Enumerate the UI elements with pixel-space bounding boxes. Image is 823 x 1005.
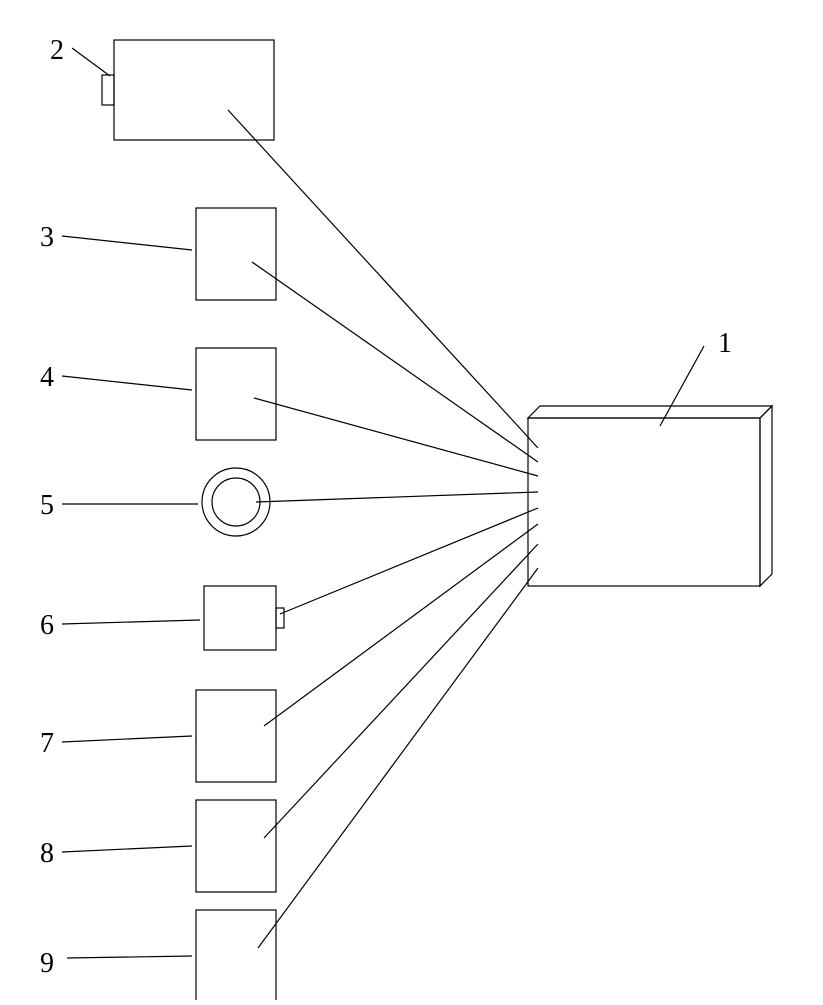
component-box7 [196,690,276,782]
label-1: 1 [718,328,732,360]
connection-5 [264,524,538,726]
label-leader-1 [62,236,192,250]
label-6: 6 [40,610,54,642]
component-box9 [196,910,276,1000]
label-8: 8 [40,838,54,870]
connection-2 [254,398,538,476]
main-block-front [528,418,760,586]
label-leader-0 [72,48,110,76]
connection-0 [228,110,538,448]
label-4: 4 [40,362,54,394]
schematic-diagram [0,0,823,1000]
connection-6 [264,544,538,838]
main-block-top [528,406,772,418]
component-box3 [196,208,276,300]
label-leader-2 [62,376,192,390]
diagram-svg [0,0,823,1000]
label-2: 2 [50,35,64,67]
label-leader-4 [62,620,200,624]
label-7: 7 [40,728,54,760]
component-battery_top-terminal [102,75,114,105]
component-battery6 [204,586,276,650]
component-box8 [196,800,276,892]
connection-4 [280,508,538,614]
label-3: 3 [40,222,54,254]
component-battery_top [114,40,274,140]
component-battery6-terminal [276,608,284,628]
label-leader-5 [62,736,192,742]
main-block-right [760,406,772,586]
connection-7 [258,568,538,948]
connection-3 [256,492,538,502]
component-box4 [196,348,276,440]
label-leader-6 [62,846,192,852]
label-leader-7 [67,956,192,958]
label-leader-8 [660,346,704,426]
label-5: 5 [40,490,54,522]
component-ring5-inner [212,478,260,526]
label-9: 9 [40,948,54,980]
